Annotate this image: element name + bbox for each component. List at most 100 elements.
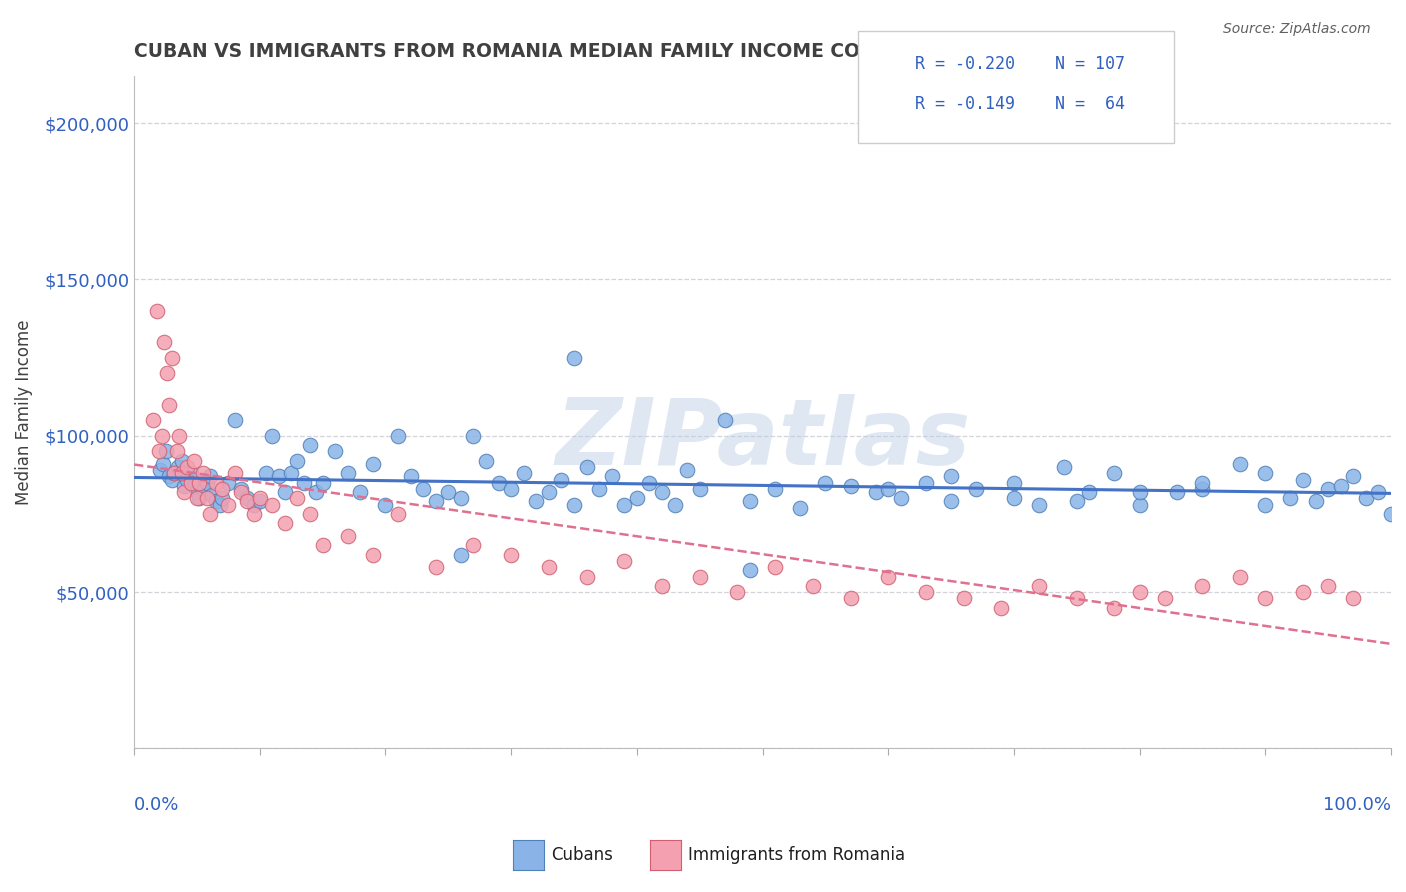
Point xyxy=(180,467,202,481)
Point xyxy=(292,475,315,490)
Point xyxy=(254,467,277,481)
Point xyxy=(1229,457,1251,471)
Point xyxy=(195,475,218,490)
Point xyxy=(425,494,447,508)
Point xyxy=(839,591,862,606)
Point xyxy=(738,494,761,508)
Point xyxy=(152,457,174,471)
Point xyxy=(1229,569,1251,583)
Point xyxy=(142,413,165,427)
Point xyxy=(1254,591,1277,606)
Point xyxy=(1078,485,1101,500)
Text: Source: ZipAtlas.com: Source: ZipAtlas.com xyxy=(1223,22,1371,37)
Point xyxy=(865,485,887,500)
Point xyxy=(626,491,648,506)
Point xyxy=(1028,579,1050,593)
Point xyxy=(167,460,190,475)
Point xyxy=(157,398,180,412)
Point xyxy=(575,460,598,475)
Point xyxy=(1317,482,1340,496)
Point xyxy=(274,485,297,500)
Point xyxy=(208,498,231,512)
Point xyxy=(267,469,290,483)
Point xyxy=(575,569,598,583)
Text: 100.0%: 100.0% xyxy=(1323,796,1391,814)
Point xyxy=(1354,491,1376,506)
Point xyxy=(160,351,183,365)
Point xyxy=(160,473,183,487)
Point xyxy=(399,469,422,483)
Point xyxy=(198,507,221,521)
Point xyxy=(689,482,711,496)
Point xyxy=(311,538,333,552)
Point xyxy=(183,454,205,468)
Point xyxy=(149,463,172,477)
Point xyxy=(1066,494,1088,508)
Point xyxy=(198,469,221,483)
Point xyxy=(915,585,938,599)
Point xyxy=(562,498,585,512)
Point xyxy=(236,491,259,506)
Point xyxy=(501,482,523,496)
Point xyxy=(1292,473,1315,487)
Point xyxy=(1292,585,1315,599)
Point xyxy=(217,475,239,490)
Point xyxy=(169,429,191,443)
Point xyxy=(600,469,623,483)
Point xyxy=(176,460,198,475)
Point xyxy=(193,482,215,496)
Point xyxy=(488,475,510,490)
Point xyxy=(242,498,264,512)
Point xyxy=(148,444,170,458)
Point xyxy=(242,507,264,521)
Point xyxy=(1028,498,1050,512)
Point xyxy=(537,560,560,574)
Point xyxy=(229,485,252,500)
Point xyxy=(450,491,472,506)
Point xyxy=(387,507,409,521)
Point xyxy=(305,485,328,500)
Point xyxy=(1153,591,1175,606)
Point xyxy=(877,482,900,496)
Point xyxy=(201,488,224,502)
Point xyxy=(939,469,962,483)
Point xyxy=(1279,491,1302,506)
Point xyxy=(262,498,284,512)
Point xyxy=(475,454,498,468)
Point xyxy=(425,560,447,574)
Point xyxy=(361,548,384,562)
Point xyxy=(336,529,359,543)
Point xyxy=(676,463,699,477)
Point xyxy=(211,491,233,506)
Point xyxy=(1343,469,1365,483)
Point xyxy=(890,491,912,506)
Point xyxy=(150,429,173,443)
Point xyxy=(651,579,673,593)
Point xyxy=(224,467,246,481)
Point xyxy=(651,485,673,500)
Point xyxy=(193,467,215,481)
Point xyxy=(204,494,226,508)
Point xyxy=(550,473,572,487)
Point xyxy=(877,569,900,583)
Point xyxy=(336,467,359,481)
Point xyxy=(1379,507,1402,521)
Point xyxy=(939,494,962,508)
Point xyxy=(299,507,322,521)
Point xyxy=(1317,579,1340,593)
Point xyxy=(664,498,686,512)
Point xyxy=(524,494,547,508)
Point xyxy=(839,479,862,493)
Point xyxy=(638,475,661,490)
Point xyxy=(163,467,186,481)
Point xyxy=(1191,482,1213,496)
Point xyxy=(262,429,284,443)
Point xyxy=(211,482,233,496)
Point xyxy=(186,485,208,500)
Point xyxy=(374,498,396,512)
Point xyxy=(613,554,636,568)
Point xyxy=(1367,485,1389,500)
Point xyxy=(287,491,309,506)
Point xyxy=(789,500,811,515)
Point xyxy=(689,569,711,583)
